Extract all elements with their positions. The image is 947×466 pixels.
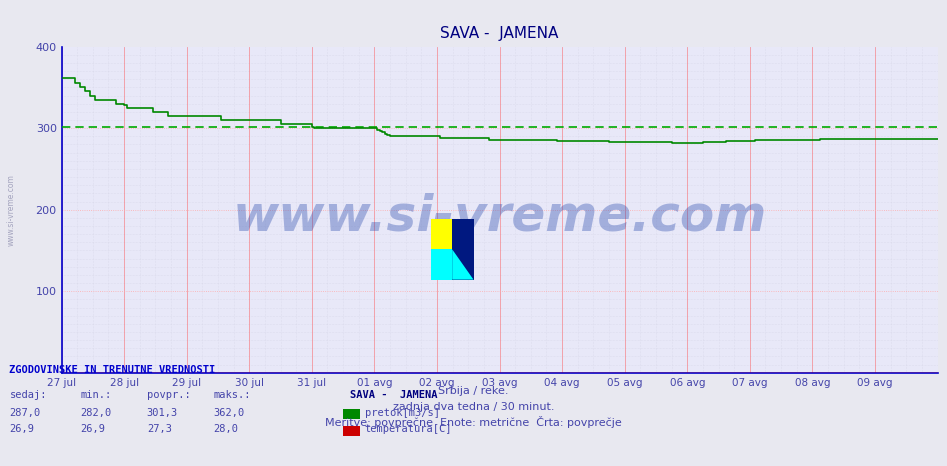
Text: 301,3: 301,3 — [147, 408, 178, 418]
Text: povpr.:: povpr.: — [147, 391, 190, 400]
Text: temperatura[C]: temperatura[C] — [365, 425, 452, 434]
Text: zadnja dva tedna / 30 minut.: zadnja dva tedna / 30 minut. — [393, 402, 554, 412]
Text: Srbija / reke.: Srbija / reke. — [438, 386, 509, 396]
Text: 26,9: 26,9 — [80, 425, 105, 434]
Text: 26,9: 26,9 — [9, 425, 34, 434]
Text: ZGODOVINSKE IN TRENUTNE VREDNOSTI: ZGODOVINSKE IN TRENUTNE VREDNOSTI — [9, 365, 216, 375]
Text: 287,0: 287,0 — [9, 408, 41, 418]
Text: 27,3: 27,3 — [147, 425, 171, 434]
Text: 362,0: 362,0 — [213, 408, 244, 418]
Bar — [431, 249, 453, 280]
Text: www.si-vreme.com: www.si-vreme.com — [232, 192, 767, 240]
Text: SAVA -  JAMENA: SAVA - JAMENA — [350, 391, 438, 400]
Text: pretok[m3/s]: pretok[m3/s] — [365, 408, 439, 418]
Text: 28,0: 28,0 — [213, 425, 238, 434]
Text: www.si-vreme.com: www.si-vreme.com — [7, 174, 16, 246]
Text: sedaj:: sedaj: — [9, 391, 47, 400]
Title: SAVA -  JAMENA: SAVA - JAMENA — [440, 26, 559, 41]
Polygon shape — [453, 219, 474, 280]
Polygon shape — [453, 249, 474, 280]
Text: Meritve: povprečne  Enote: metrične  Črta: povprečje: Meritve: povprečne Enote: metrične Črta:… — [325, 417, 622, 428]
Text: 282,0: 282,0 — [80, 408, 112, 418]
Bar — [431, 219, 453, 249]
Text: maks.:: maks.: — [213, 391, 251, 400]
Text: min.:: min.: — [80, 391, 112, 400]
